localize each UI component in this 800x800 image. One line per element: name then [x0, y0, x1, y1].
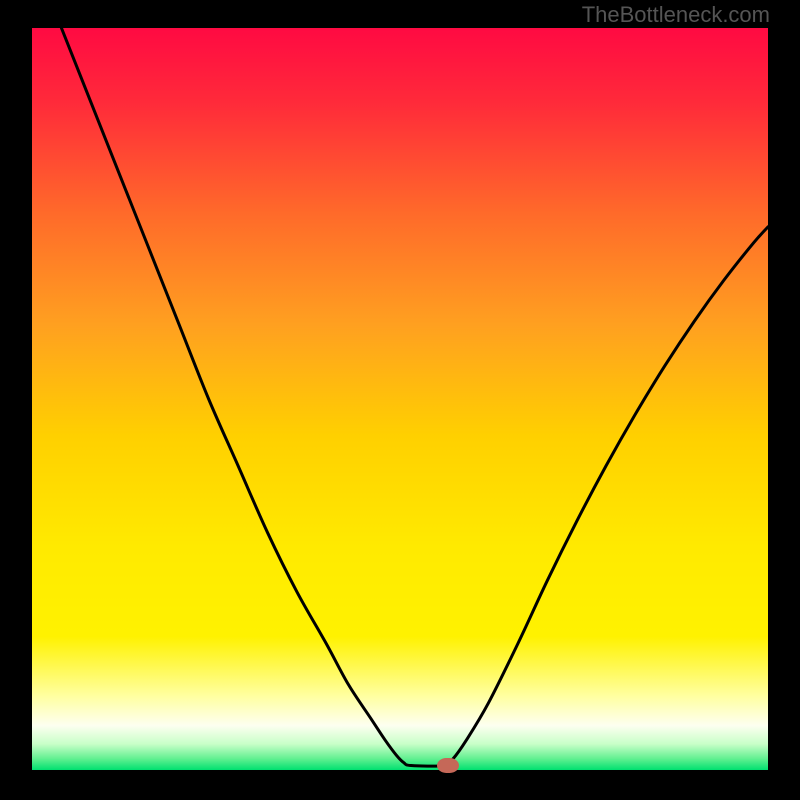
chart-container: TheBottleneck.com [0, 0, 800, 800]
plot-area [32, 28, 768, 770]
min-marker [437, 758, 459, 773]
curve-layer [32, 28, 768, 770]
watermark-text: TheBottleneck.com [582, 2, 770, 28]
bottleneck-curve [61, 28, 768, 766]
